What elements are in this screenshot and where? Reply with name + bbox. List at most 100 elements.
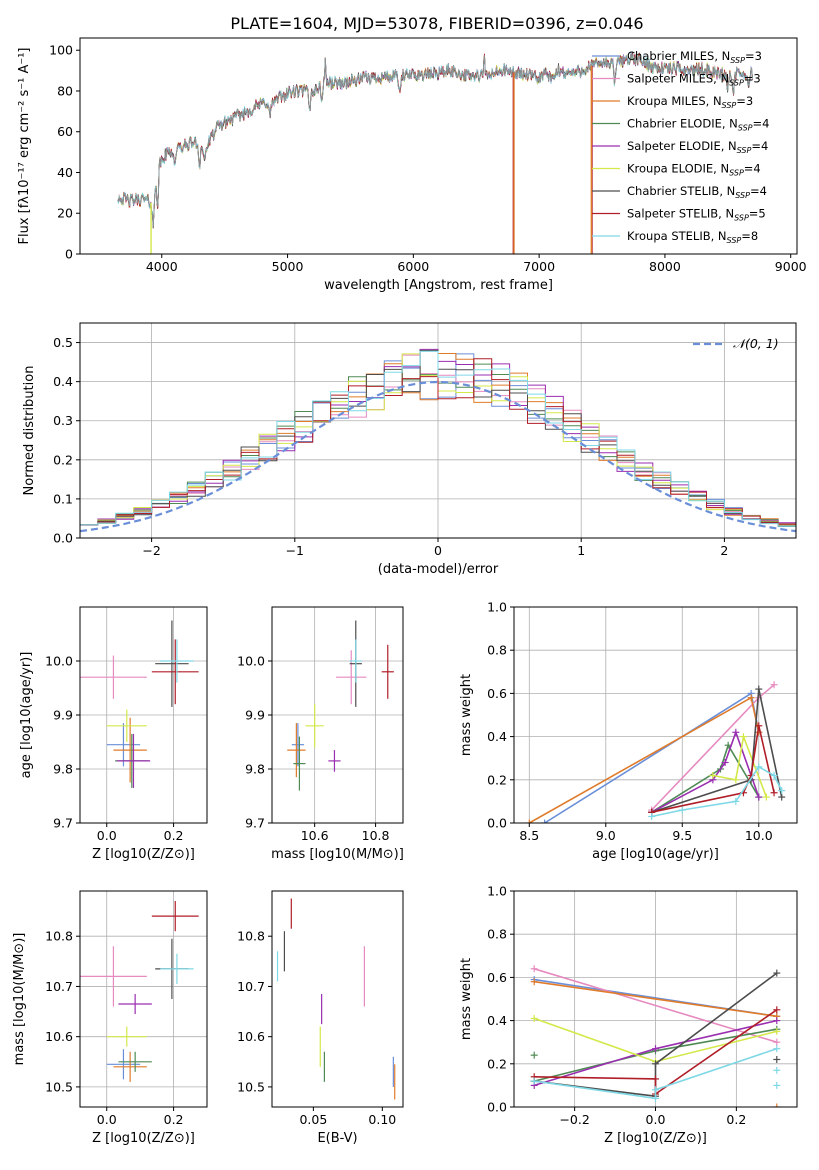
x-tick-label: 0.2	[726, 1112, 746, 1127]
legend-entry: Salpeter MILES, NSSP=3	[627, 72, 761, 88]
y-tick-label: 10.7	[45, 979, 73, 994]
extinction-mass-panel: 0.05 0.10 10.5 10.6 10.7 10.8 E(B-V)	[237, 890, 404, 1146]
x-tick-label: 10.0	[745, 828, 773, 843]
y-tick-label: 0.8	[487, 927, 507, 942]
mass-age-panel: 10.6 10.8 9.7 9.8 9.9 10.0 mass [log10(M/M⊙)]	[237, 606, 404, 862]
y-tick-label: 0.5	[53, 335, 73, 350]
legend: Chabrier MILES, NSSP=3 Salpeter MILES, NS…	[592, 49, 769, 245]
y-tick-label: 10.0	[237, 654, 265, 669]
y-tick-label: 9.9	[245, 708, 265, 723]
y-tick-label: 0.4	[487, 729, 507, 744]
y-tick-label: 40	[57, 165, 73, 180]
histogram-series	[80, 350, 796, 538]
x-tick-label: 2	[720, 543, 728, 558]
plot-area	[276, 898, 396, 1100]
axes-frame	[513, 606, 798, 824]
x-tick-label: −2	[142, 543, 160, 558]
legend: 𝒩(0, 1)	[693, 336, 779, 351]
x-tick-label: 9.0	[596, 828, 616, 843]
x-axis-label: (data-model)/error	[378, 562, 499, 577]
weight-line	[651, 688, 783, 813]
x-axis-label: wavelength [Angstrom, rest frame]	[324, 278, 553, 293]
axes-frame	[79, 890, 208, 1108]
legend-entry: 𝒩(0, 1)	[733, 336, 779, 351]
x-tick-label: 0.2	[164, 828, 184, 843]
y-tick-label: 9.9	[53, 708, 73, 723]
y-tick-label: 10.6	[45, 1029, 73, 1044]
weight-line	[712, 733, 768, 798]
observed-spectrum-line	[117, 53, 753, 227]
legend-entry: Chabrier MILES, NSSP=3	[627, 49, 762, 65]
x-tick-label: 6000	[397, 259, 429, 274]
y-tick-label: 0.0	[487, 1100, 507, 1115]
y-axis-label: Normed distribution	[22, 366, 37, 496]
x-tick-label: 10.6	[301, 828, 329, 843]
x-tick-label: 0.0	[97, 828, 117, 843]
axes: 10.6 10.8 9.7 9.8 9.9 10.0 mass [log10(M/M⊙)]	[237, 606, 404, 862]
axes: 4000 5000 6000 7000 8000 9000 0 20 40 60 80 100 wave…	[17, 37, 807, 293]
x-tick-label: −1	[286, 543, 304, 558]
x-tick-label: 5000	[272, 259, 304, 274]
plot-area	[80, 901, 199, 1082]
x-tick-label: 0	[434, 543, 442, 558]
plot-area	[80, 348, 796, 538]
x-tick-label: 0.0	[646, 1112, 666, 1127]
y-tick-label: 10.0	[45, 654, 73, 669]
y-tick-label: 1.0	[487, 884, 507, 899]
y-tick-label: 10.5	[45, 1079, 73, 1094]
x-tick-label: 0.10	[368, 1112, 396, 1127]
y-tick-label: 0.1	[53, 491, 73, 506]
y-axis-label: mass weight	[459, 674, 474, 756]
y-tick-label: 10.8	[237, 929, 265, 944]
x-tick-label: 8000	[649, 259, 681, 274]
y-tick-label: 9.7	[245, 816, 265, 831]
x-tick-label: 10.8	[362, 828, 390, 843]
weight-line	[651, 765, 783, 818]
metallicity-mass-weight-panel: −0.2 0.0 0.2 0.0 0.2 0.4 0.6 0.8 1.0 Z [log10(Z/Z…	[459, 884, 798, 1146]
metallicity-mass-panel: 0.0 0.2 10.5 10.6 10.7 10.8 Z [log10(Z/Z⊙)] mas…	[12, 890, 208, 1146]
y-tick-label: 9.7	[53, 816, 73, 831]
weight-line	[534, 1047, 778, 1100]
legend-entry: Salpeter STELIB, NSSP=5	[627, 207, 766, 223]
y-tick-label: 9.8	[245, 762, 265, 777]
legend-entry: Kroupa STELIB, NSSP=8	[627, 229, 758, 245]
y-tick-label: 1.0	[487, 600, 507, 615]
plot-area	[530, 965, 781, 1107]
legend-entry: Kroupa MILES, NSSP=3	[627, 94, 753, 110]
y-tick-label: 0.2	[487, 772, 507, 787]
weight-line	[534, 980, 777, 1018]
axes-frame	[271, 890, 404, 1108]
y-tick-label: 0.2	[53, 452, 73, 467]
y-tick-label: 100	[49, 43, 73, 58]
y-axis-label: mass [log10(M/M⊙)]	[12, 933, 27, 1066]
y-axis-label: mass weight	[459, 958, 474, 1040]
y-tick-label: 0.4	[487, 1013, 507, 1028]
y-tick-label: 9.8	[53, 762, 73, 777]
x-axis-label: Z [log10(Z/Z⊙)]	[92, 847, 195, 862]
figure-title: PLATE=1604, MJD=53078, FIBERID=0396, z=0…	[230, 14, 643, 33]
y-tick-label: 10.5	[237, 1079, 265, 1094]
x-tick-label: 4000	[146, 259, 178, 274]
residuals-histogram-panel: −2 −1 0 1 2 0.0 0.1 0.2 0.3 0.4 0.5 (data-model)/er…	[22, 322, 797, 577]
x-axis-label: E(B-V)	[317, 1131, 357, 1146]
y-tick-label: 0.6	[487, 686, 507, 701]
x-axis-label: age [log10(age/yr)]	[592, 847, 719, 862]
y-tick-label: 0.0	[53, 531, 73, 546]
x-tick-label: 8.5	[519, 828, 539, 843]
x-tick-label: 7000	[523, 259, 555, 274]
y-tick-label: 0.0	[487, 816, 507, 831]
weight-line	[651, 743, 760, 813]
y-tick-label: 0	[65, 247, 73, 262]
y-tick-label: 0.8	[487, 643, 507, 658]
axes: 0.05 0.10 10.5 10.6 10.7 10.8 E(B-V)	[237, 890, 404, 1146]
y-tick-label: 60	[57, 124, 73, 139]
y-axis-label: age [log10(age/yr)]	[19, 652, 34, 779]
y-tick-label: 0.2	[487, 1056, 507, 1071]
x-tick-label: 9.5	[672, 828, 692, 843]
y-tick-label: 0.6	[487, 970, 507, 985]
metallicity-age-panel: 0.0 0.2 9.7 9.8 9.9 10.0 Z [log10(Z/Z⊙)] age [l…	[19, 606, 208, 862]
spectrum-panel: 4000 5000 6000 7000 8000 9000 0 20 40 60 80 100 wave…	[17, 37, 807, 293]
x-tick-label: 9000	[775, 259, 807, 274]
x-tick-label: −0.2	[559, 1112, 589, 1127]
y-tick-label: 20	[57, 206, 73, 221]
